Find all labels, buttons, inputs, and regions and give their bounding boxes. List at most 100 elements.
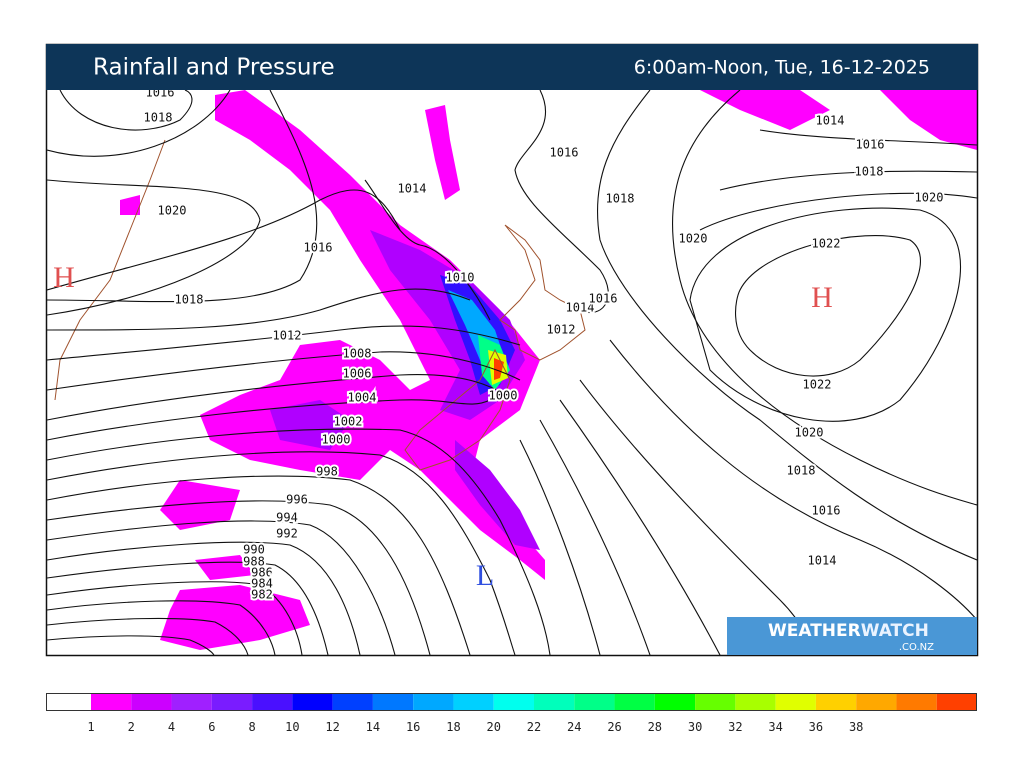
isobar-label: 1018 (855, 165, 884, 179)
legend-swatch (695, 693, 736, 711)
legend-tick-label: 18 (446, 720, 460, 734)
legend-swatch (292, 693, 333, 711)
isobar-label: 990 (243, 543, 265, 557)
isobar-label: 1018 (606, 192, 635, 206)
map: 1016101810201016101810141016101810101012… (47, 86, 977, 655)
legend-swatch (91, 693, 132, 711)
logo-part2: WATCH (861, 621, 929, 641)
legend-swatch (815, 693, 857, 711)
isobar-label: 1006 (343, 367, 372, 381)
isobar-label: 1018 (787, 464, 816, 478)
isobar-label: 1016 (856, 138, 885, 152)
legend-swatch (171, 693, 212, 711)
isobar-label: 1016 (146, 86, 175, 100)
legend-tick-label: 4 (168, 720, 175, 734)
isobar-label: 1022 (803, 378, 832, 392)
logo-name: WEATHERWATCH (768, 621, 929, 641)
legend-frame (46, 693, 977, 711)
isobar-label: 994 (276, 511, 298, 525)
isobar-label: 1016 (589, 292, 618, 306)
legend-swatch (131, 693, 172, 711)
isobar-label: 1014 (816, 114, 845, 128)
legend-swatch (453, 693, 494, 711)
legend-swatch (614, 693, 655, 711)
legend-swatch (46, 693, 91, 711)
isobar-label: 986 (251, 566, 273, 580)
legend-tick-label: 12 (325, 720, 339, 734)
legend-tick-label: 24 (567, 720, 581, 734)
legend-tick-label: 26 (607, 720, 621, 734)
isobar-label: 1014 (398, 182, 427, 196)
legend-swatch (534, 693, 575, 711)
legend-swatch (493, 693, 534, 711)
legend-swatch (654, 693, 696, 711)
legend-tick-label: 10 (285, 720, 299, 734)
legend-tick-label: 28 (648, 720, 662, 734)
isobar-label: 984 (251, 577, 273, 591)
legend-tick-label: 8 (248, 720, 255, 734)
legend-tick-label: 34 (768, 720, 782, 734)
legend-swatch (372, 693, 414, 711)
legend-swatch (413, 693, 454, 711)
legend-swatch (936, 693, 977, 711)
legend-swatch (252, 693, 293, 711)
isobar-labels: 1016101810201016101810141016101810101012… (53, 86, 945, 604)
pressure-center: H (53, 261, 75, 294)
isobar-label: 1008 (343, 347, 372, 361)
header-title: Rainfall and Pressure (93, 55, 335, 81)
isobar-label: 1012 (273, 329, 302, 343)
logo-part1: WEATHER (768, 621, 861, 641)
legend: 1 2 4 6 8 10 12 14 16 18 20 22 24 26 28 30 32 34 36 38 (46, 693, 977, 734)
pressure-center: H (811, 281, 833, 314)
legend-swatch (574, 693, 615, 711)
legend-swatch (735, 693, 776, 711)
isobar-label: 1020 (795, 426, 824, 440)
header-bar (46, 44, 978, 90)
isobar-label: 1020 (679, 232, 708, 246)
logo-domain: .CO.NZ (899, 642, 934, 653)
legend-tick-label: 16 (406, 720, 420, 734)
isobar-label: 982 (251, 588, 273, 602)
isobar-label: 1002 (334, 415, 363, 429)
logo-box (727, 617, 977, 655)
isobar-label: 1022 (812, 237, 841, 251)
isobar-label: 1018 (144, 111, 173, 125)
isobar-label: 1010 (446, 271, 475, 285)
isobar-label: 1000 (322, 433, 351, 447)
isobar-label: 1000 (489, 389, 518, 403)
legend-tick-label: 38 (849, 720, 863, 734)
isobar-label: 1016 (304, 241, 333, 255)
isobar-label: 992 (276, 527, 298, 541)
isobar-label: 1012 (547, 323, 576, 337)
legend-swatch (211, 693, 253, 711)
isobar-label: 988 (243, 555, 265, 569)
legend-tick-label: 6 (208, 720, 215, 734)
legend-tick-label: 1 (87, 720, 94, 734)
isobar-label: 1016 (812, 504, 841, 518)
coastline (54, 139, 586, 471)
header-period: 6:00am-Noon, Tue, 16-12-2025 (634, 57, 930, 79)
pressure-center: L (476, 559, 494, 592)
legend-tick-label: 2 (128, 720, 135, 734)
legend-swatch (332, 693, 373, 711)
isobar-label: 1004 (348, 391, 377, 405)
isobar-label: 1020 (158, 204, 187, 218)
isobar-label: 996 (286, 493, 308, 507)
legend-swatch (775, 693, 816, 711)
isobar-label: 998 (316, 465, 338, 479)
legend-swatch (896, 693, 937, 711)
legend-tick-label: 36 (809, 720, 823, 734)
legend-tick-label: 22 (527, 720, 541, 734)
legend-tick-label: 32 (728, 720, 742, 734)
isobar-label: 1016 (550, 146, 579, 160)
isobar-label: 1020 (915, 191, 944, 205)
legend-swatch (856, 693, 897, 711)
legend-tick-label: 30 (688, 720, 702, 734)
logo: WEATHERWATCH .CO.NZ (727, 617, 977, 655)
isobar-label: 1014 (808, 554, 837, 568)
rainfall (120, 90, 977, 650)
isobar-label: 1014 (566, 301, 595, 315)
legend-tick-label: 14 (366, 720, 380, 734)
isobar-label: 1018 (175, 293, 204, 307)
